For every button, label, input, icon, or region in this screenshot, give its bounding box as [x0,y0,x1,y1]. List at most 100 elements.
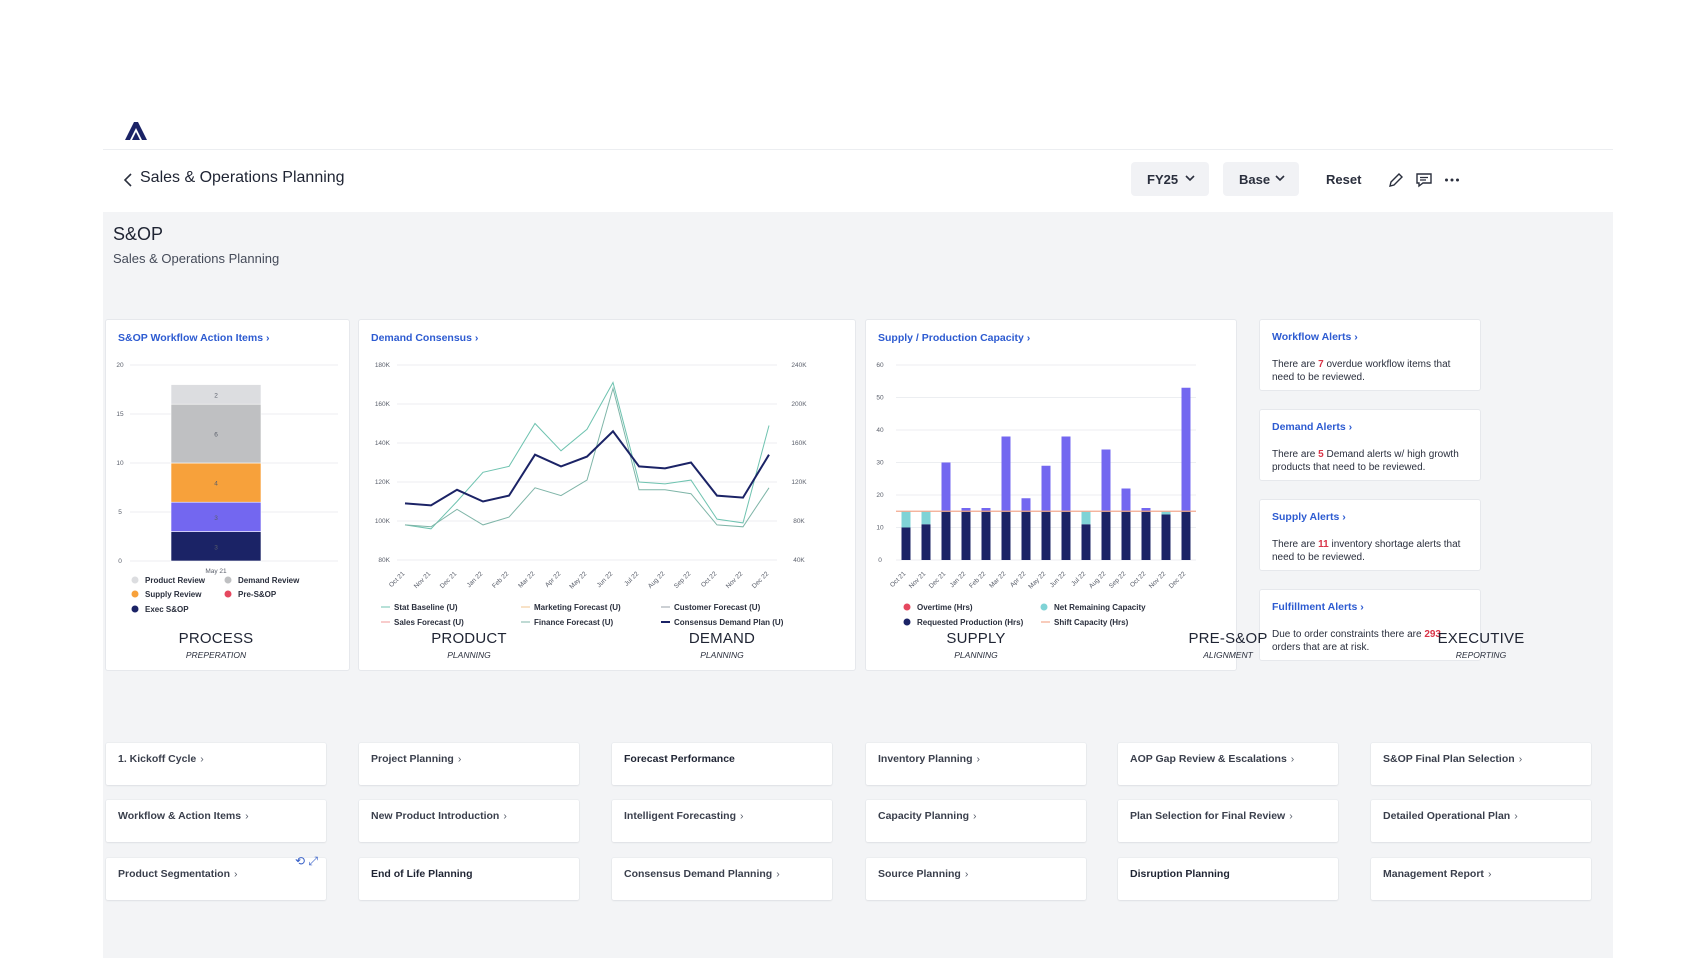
chevron-down-icon [1185,175,1195,182]
column-header-executive: EXECUTIVE REPORTING [1371,630,1591,660]
tile-inventory-planning[interactable]: Inventory Planning › [866,743,1086,785]
alert-count: 5 [1318,449,1324,460]
column-subtitle: PLANNING [447,650,491,660]
app-logo-icon[interactable] [123,120,149,142]
supply-capacity-card: Supply / Production Capacity › 0 10 20 30 40… [866,320,1236,670]
reset-button[interactable]: Reset [1326,172,1362,187]
tile-management-report[interactable]: Management Report › [1371,858,1591,900]
tile-label: Consensus Demand Planning [624,868,773,880]
column-header-product: PRODUCT PLANNING [359,630,579,660]
fiscal-year-dropdown[interactable]: FY25 [1131,162,1209,196]
tile-workflow-action-items[interactable]: Workflow & Action Items › [106,800,326,842]
tile-label: Management Report [1383,868,1484,880]
supply-alerts-card: Supply Alerts › There are 11 inventory s… [1260,500,1480,570]
edit-pencil-icon[interactable] [1387,171,1405,189]
column-header-process: PROCESS PREPERATION [106,630,326,660]
more-options-icon[interactable] [1443,171,1461,189]
header-title: Sales & Operations Planning [140,169,345,186]
bar-segment [1021,498,1031,512]
y-tick-label-left: 100K [375,518,391,525]
page-subtitle: Sales & Operations Planning [113,251,280,266]
column-subtitle: PLANNING [954,650,998,660]
chevron-right-icon: › [234,868,238,880]
card-title: Demand Consensus [371,332,472,344]
bar-segment [901,511,911,528]
tile-label: AOP Gap Review & Escalations [1130,753,1287,765]
tile-forecast-performance[interactable]: Forecast Performance [612,743,832,785]
tile-aop-gap-review[interactable]: AOP Gap Review & Escalations › [1118,743,1338,785]
x-tick-label: Apr 22 [1009,570,1028,589]
tile-project-planning[interactable]: Project Planning › [359,743,579,785]
alert-text: There are 11 inventory shortage alerts t… [1272,538,1472,564]
legend-label: Sales Forecast (U) [394,618,464,627]
y-tick-label: 10 [116,460,124,467]
tile-intelligent-forecasting[interactable]: Intelligent Forecasting › [612,800,832,842]
bar-segment [981,511,991,560]
tile-capacity-planning[interactable]: Capacity Planning › [866,800,1086,842]
supply-alerts-link[interactable]: Supply Alerts › [1272,511,1346,523]
tile-new-product-introduction[interactable]: New Product Introduction › [359,800,579,842]
scenario-dropdown[interactable]: Base [1223,162,1299,196]
alert-text-pre: Due to order constraints there are [1272,629,1425,640]
tile-label: New Product Introduction [371,810,500,822]
tile-plan-selection-final-review[interactable]: Plan Selection for Final Review › [1118,800,1338,842]
tile-end-of-life-planning[interactable]: End of Life Planning [359,858,579,900]
bar-segment [941,511,951,560]
legend-marker [903,603,911,611]
chevron-right-icon: › [776,868,780,880]
bar-segment [1161,511,1171,515]
bar-segment [981,508,991,512]
x-tick-label: May 22 [1027,570,1047,590]
column-subtitle: PLANNING [700,650,744,660]
x-tick-label: Jun 22 [1049,570,1068,589]
page-header: Sales & Operations Planning FY25 Base Re… [103,150,1613,212]
demand-alerts-link[interactable]: Demand Alerts › [1272,421,1353,433]
comment-icon[interactable] [1415,171,1433,189]
alert-count: 293 [1424,629,1441,640]
alert-text-post: Demand alerts w/ high growth products th… [1272,449,1459,473]
series-line [404,429,770,507]
alert-text: Due to order constraints there are 293 o… [1272,628,1472,654]
x-tick-label: Aug 22 [647,570,667,590]
x-tick-label: Feb 22 [968,570,988,590]
fulfillment-alerts-link[interactable]: Fulfillment Alerts › [1272,601,1364,613]
data-label: 3 [214,544,218,551]
legend-label: Finance Forecast (U) [534,618,613,627]
y-tick-label-left: 80K [378,557,390,564]
data-label: 3 [214,515,218,522]
expand-icon[interactable]: ⤢ [308,854,318,868]
refresh-icon[interactable]: ⟲ [294,854,306,868]
tile-label: Capacity Planning [878,810,970,822]
chevron-right-icon: › [245,810,249,822]
x-tick-label: Jan 22 [466,570,485,589]
y-tick-label-left: 120K [375,479,391,486]
y-tick-label: 20 [116,362,124,369]
tile-consensus-demand-planning[interactable]: Consensus Demand Planning › [612,858,832,900]
back-chevron-icon[interactable] [121,172,135,188]
demand-consensus-card: Demand Consensus › 80K 100K 120K 140K 160K 18… [359,320,855,670]
tile-source-planning[interactable]: Source Planning › [866,858,1086,900]
bar-segment [1061,436,1071,512]
workflow-alerts-link[interactable]: Workflow Alerts › [1272,331,1358,343]
tile-detailed-operational-plan[interactable]: Detailed Operational Plan › [1371,800,1591,842]
legend-label: Net Remaining Capacity [1054,603,1146,612]
tile-kickoff-cycle[interactable]: 1. Kickoff Cycle › [106,743,326,785]
tile-disruption-planning[interactable]: Disruption Planning [1118,858,1338,900]
workflow-action-items-card: S&OP Workflow Action Items › 0 5 10 15 20 3 3 4… [106,320,349,670]
workflow-action-items-link[interactable]: S&OP Workflow Action Items › [118,332,270,344]
column-subtitle: PREPERATION [185,650,247,660]
legend-label: Shift Capacity (Hrs) [1054,618,1129,627]
demand-consensus-link[interactable]: Demand Consensus › [371,332,479,344]
tile-product-segmentation[interactable]: Product Segmentation › ⟲ ⤢ [106,854,326,900]
alert-count: 11 [1318,539,1329,550]
fulfillment-alerts-card: Fulfillment Alerts › Due to order constr… [1260,590,1480,660]
bar-segment [961,511,971,560]
y-tick-label-left: 180K [375,362,391,369]
x-tick-label: Oct 22 [1129,570,1148,589]
scenario-value: Base [1239,171,1271,187]
supply-capacity-link[interactable]: Supply / Production Capacity › [878,332,1031,344]
alert-text-pre: There are [1272,359,1319,370]
tile-sop-final-plan-selection[interactable]: S&OP Final Plan Selection › [1371,743,1591,785]
y-tick-label: 60 [876,362,884,369]
